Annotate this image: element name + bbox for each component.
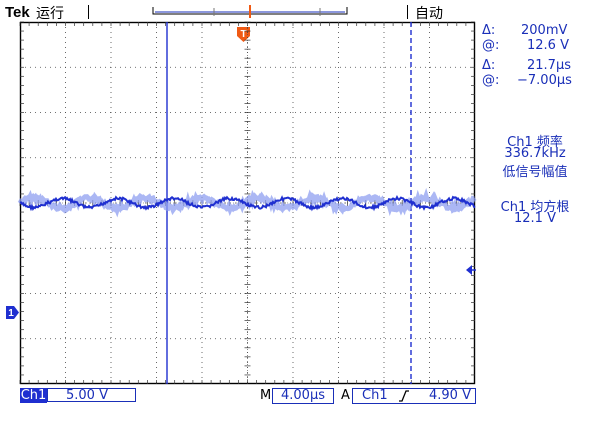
cursor-2-at-label: @: [482,73,500,88]
volts-per-div-box[interactable]: 5.00 V [47,388,136,403]
trigger-settings-box[interactable]: Ch1 4.90 V [352,388,476,404]
trigger-prefix: A [341,388,350,403]
record-position-bar [152,5,348,18]
measurement-1-note: 低信号幅值 [502,165,568,180]
measurement-1-label: Ch1 频率 [507,135,563,150]
trigger-level: 4.90 V [429,388,471,403]
cursor-2-delta-value: 21.7µs [527,58,571,73]
cursor-1-at-label: @: [482,38,500,53]
status-channel-badge[interactable]: Ch1 [20,388,47,403]
waveform-persistence [17,187,477,218]
run-state: 运行 [36,6,64,22]
cursor-1-delta-label: Δ: [482,23,496,38]
header-separator [88,5,89,19]
measurement-2-value: 12.1 V [514,211,556,226]
channel-1-ground-marker[interactable]: 1 [6,306,20,319]
rising-edge-icon [399,390,409,402]
cursor-2-at-value: −7.00µs [517,73,572,88]
cursor-1-delta-value: 200mV [521,23,568,38]
svg-text:T: T [240,29,246,40]
time-prefix: M [260,388,272,403]
measurement-1-value: 336.7kHz [504,146,566,161]
measurement-2-label: Ch1 均方根 [500,200,570,215]
trigger-mode: 自动 [415,6,443,22]
trigger-level-arrow[interactable] [466,265,476,275]
time-per-div-box[interactable]: 4.00µs [272,388,334,404]
header-separator [407,5,408,19]
waveform-display[interactable] [17,21,477,385]
cursor-2-delta-label: Δ: [482,58,496,73]
trigger-channel: Ch1 [362,388,388,403]
svg-text:1: 1 [8,308,14,319]
waveform-trace [19,195,476,212]
cursor-1-at-value: 12.6 V [527,38,569,53]
brand-logo: Tek [5,4,30,21]
